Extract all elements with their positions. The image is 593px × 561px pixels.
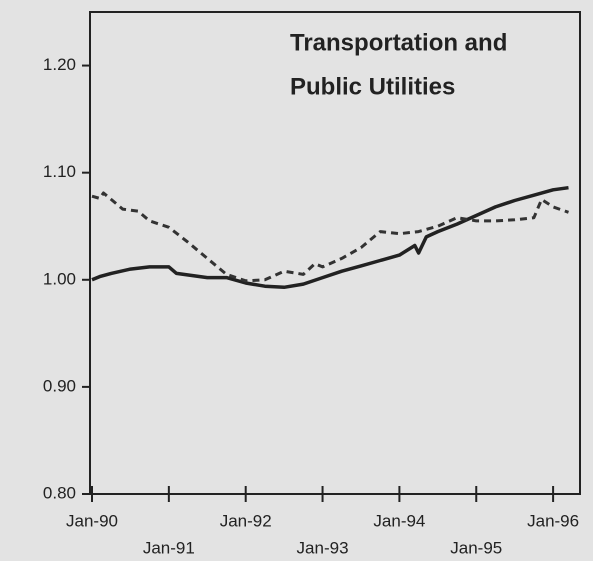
x-tick-label: Jan-96 [527, 511, 579, 530]
chart-title: Transportation and [290, 29, 507, 56]
y-tick-label: 1.10 [43, 162, 76, 181]
plot-frame [89, 11, 581, 495]
y-tick-label: 0.90 [43, 376, 76, 395]
x-tick-label: Jan-95 [450, 538, 502, 557]
chart-title: Public Utilities [290, 73, 455, 100]
y-tick-label: 1.00 [43, 269, 76, 288]
series-line [91, 191, 569, 283]
y-tick-label: 0.80 [43, 483, 76, 502]
x-tick-label: Jan-91 [143, 538, 195, 557]
x-tick-label: Jan-93 [297, 538, 349, 557]
y-tick-label: 1.20 [43, 55, 76, 74]
x-tick-label: Jan-94 [373, 511, 425, 530]
series-line [91, 185, 569, 290]
x-tick-label: Jan-90 [66, 511, 118, 530]
x-tick-label: Jan-92 [220, 511, 272, 530]
